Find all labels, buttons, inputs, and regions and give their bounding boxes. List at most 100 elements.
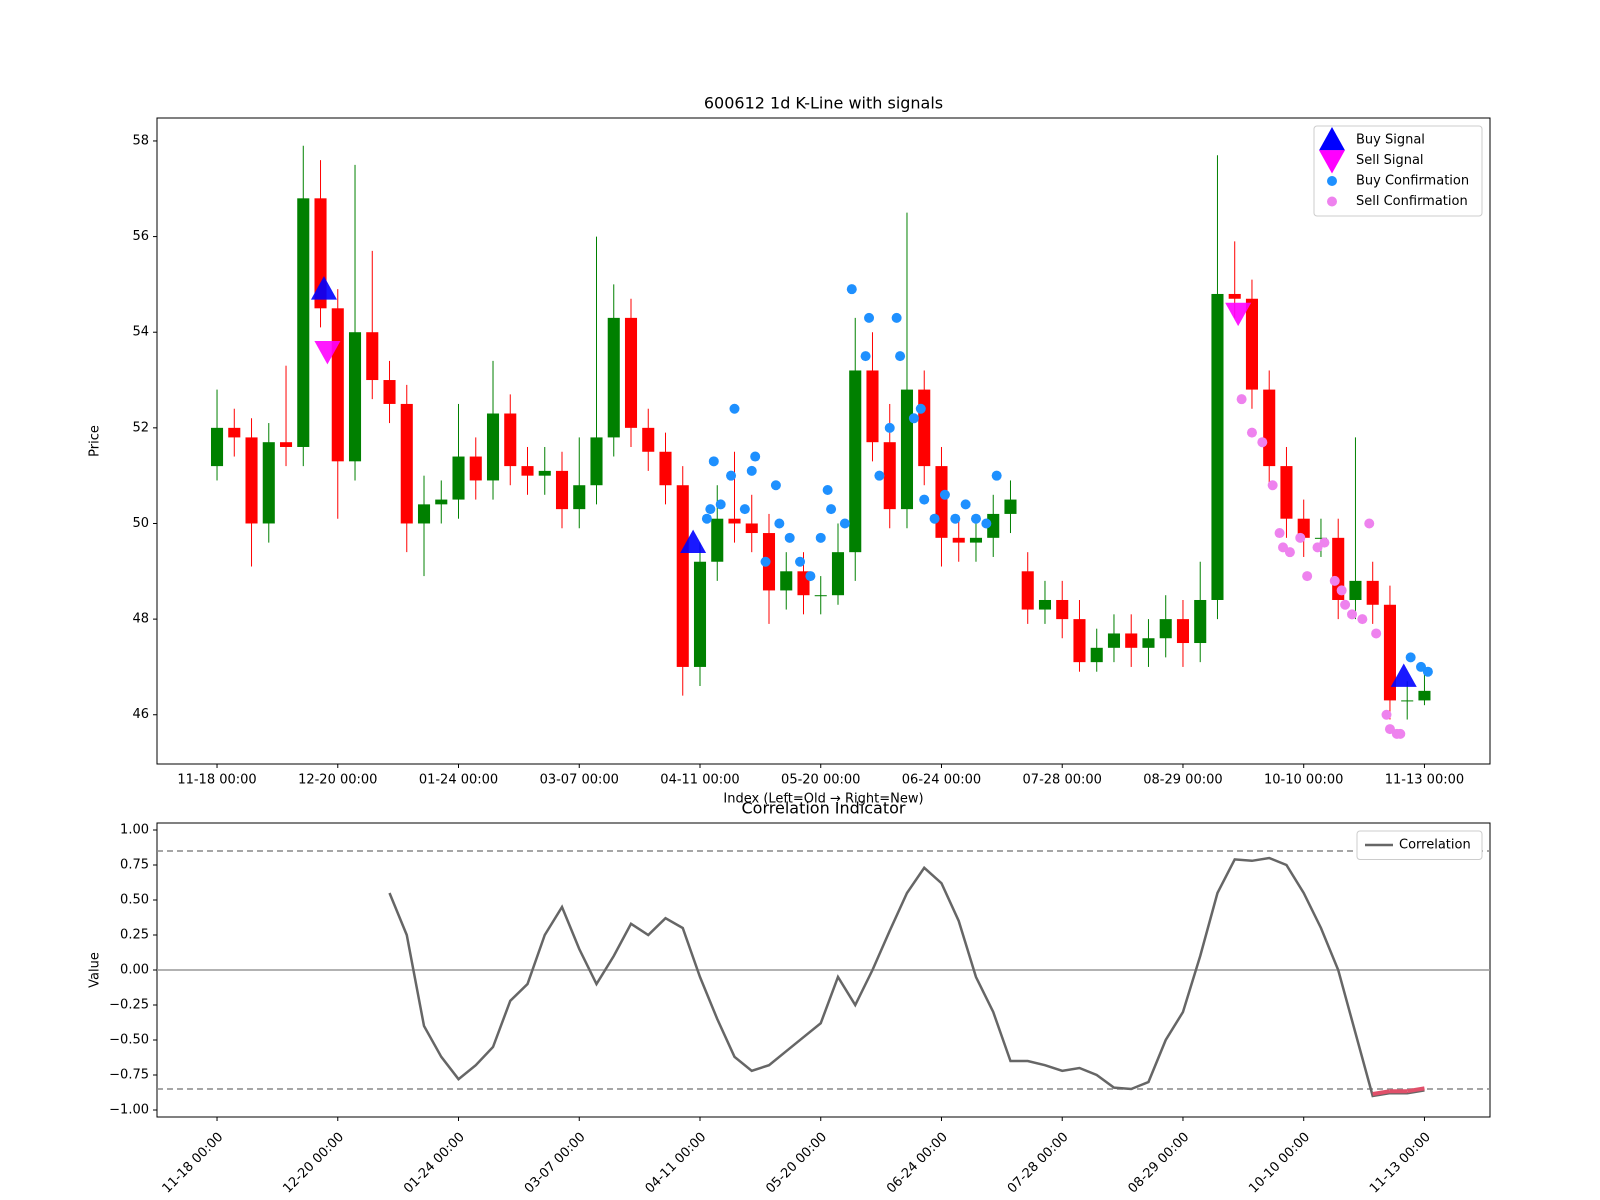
candle-body (987, 513, 1000, 538)
candle-body (780, 571, 793, 591)
candle-body (590, 437, 603, 486)
point (860, 351, 871, 362)
candle-body (952, 537, 965, 543)
legend-label: Buy Signal (1356, 133, 1425, 148)
candle-body (728, 518, 741, 524)
candle-body (1228, 293, 1241, 299)
candle-body (366, 332, 379, 381)
point (1395, 728, 1406, 739)
candle-body (831, 552, 845, 596)
point (981, 518, 992, 529)
point (1347, 609, 1358, 620)
y-axis-label: Price (88, 425, 103, 457)
candle-body (866, 370, 879, 443)
point (715, 499, 726, 510)
candle-body (814, 595, 827, 597)
y-tick-label: 1.00 (120, 823, 149, 838)
candle-body (1383, 604, 1396, 701)
plot-frame (156, 117, 1491, 765)
signal (1319, 127, 1345, 151)
point (1267, 480, 1278, 491)
candle-body (918, 389, 931, 467)
chart-title: 600612 1d K-Line with signals (704, 94, 943, 113)
x-tick-label: 11-13 00:00 (1385, 773, 1464, 788)
candle-body (711, 518, 724, 562)
point (1340, 599, 1351, 610)
x-tick-label: 12-20 00:00 (280, 1130, 347, 1197)
y-tick-label: 0.25 (120, 928, 149, 943)
x-tick-label: 05-20 00:00 (781, 773, 860, 788)
y-tick-label: 48 (132, 612, 149, 627)
x-tick-label: 04-11 00:00 (660, 773, 739, 788)
candle-body (1263, 389, 1276, 467)
candle-body (1280, 466, 1293, 519)
y-tick-label: 54 (132, 325, 149, 340)
candle-body (400, 403, 413, 524)
x-tick-label: 11-13 00:00 (1367, 1130, 1434, 1197)
point (1381, 709, 1392, 720)
candle-body (331, 308, 344, 462)
point (884, 422, 895, 433)
y-tick-label: −0.75 (109, 1068, 149, 1083)
x-tick-label: 05-20 00:00 (763, 1130, 830, 1197)
y-tick-label: 0.50 (120, 893, 149, 908)
signal (1390, 663, 1417, 687)
candle-body (1211, 293, 1224, 600)
point (1336, 585, 1347, 596)
y-tick-label: 52 (132, 420, 149, 435)
x-tick-label: 07-28 00:00 (1005, 1130, 1072, 1197)
x-tick-label: 01-24 00:00 (419, 773, 498, 788)
candle-body (1401, 700, 1414, 702)
point (701, 513, 712, 524)
signal (1225, 302, 1252, 327)
highlight-segment (1372, 1089, 1391, 1096)
point (822, 485, 833, 496)
y-tick-label: −0.50 (109, 1033, 149, 1048)
x-tick-label: 10-10 00:00 (1264, 773, 1343, 788)
x-tick-label: 11-18 00:00 (160, 1130, 227, 1197)
point (970, 513, 981, 524)
point (874, 470, 885, 481)
candle-body (1038, 599, 1052, 610)
signal (1319, 150, 1345, 174)
y-tick-label: 0.75 (120, 858, 149, 873)
candle-body (348, 332, 362, 462)
candle-body (245, 437, 258, 524)
y-axis-label: Value (88, 952, 103, 988)
point (939, 489, 950, 500)
candle-body (521, 466, 534, 476)
point (1371, 628, 1382, 639)
candle-body (900, 389, 914, 510)
x-tick-label: 01-24 00:00 (401, 1130, 468, 1197)
candle-body (538, 470, 551, 476)
point (919, 494, 930, 505)
point (1246, 427, 1257, 438)
point (1327, 176, 1337, 186)
point (729, 403, 740, 414)
candle-body (279, 442, 293, 447)
legend-label: Correlation (1399, 838, 1471, 853)
candle-body (969, 537, 983, 543)
candle-body (573, 485, 586, 510)
point (760, 556, 771, 567)
point (908, 413, 919, 424)
point (815, 532, 826, 543)
candle-body (883, 442, 896, 510)
point (839, 518, 850, 529)
point (1364, 518, 1375, 529)
legend-label: Buy Confirmation (1356, 174, 1469, 189)
x-tick-label: 10-10 00:00 (1246, 1130, 1313, 1197)
y-tick-label: 56 (132, 229, 149, 244)
x-tick-label: 03-07 00:00 (522, 1130, 589, 1197)
candle-body (1159, 619, 1172, 639)
x-tick-label: 12-20 00:00 (298, 773, 377, 788)
y-tick-label: −1.00 (109, 1103, 149, 1118)
candle-body (1125, 633, 1138, 648)
point (770, 480, 781, 491)
candle-body (486, 413, 500, 481)
x-tick-label: 08-29 00:00 (1143, 773, 1222, 788)
candle-body (504, 413, 517, 467)
x-tick-label: 03-07 00:00 (540, 773, 619, 788)
signal (310, 276, 337, 300)
